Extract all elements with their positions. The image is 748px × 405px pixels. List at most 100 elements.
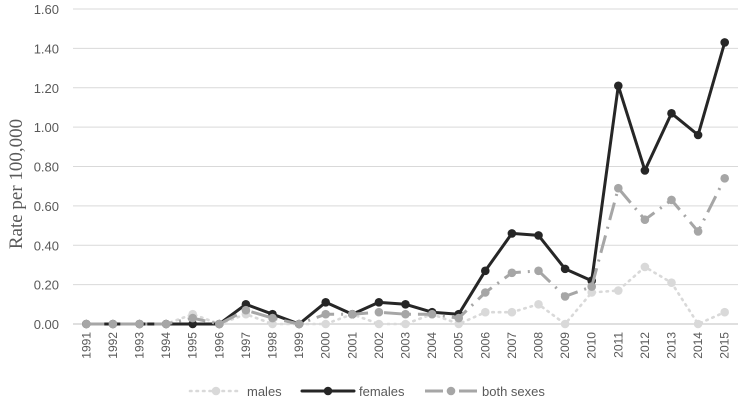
data-point (481, 266, 490, 276)
y-tick-label: 0.80 (34, 160, 59, 175)
data-point (560, 292, 570, 301)
data-point (401, 300, 410, 309)
x-tick-label: 2013 (665, 332, 679, 359)
data-point (161, 319, 171, 329)
data-point (454, 313, 464, 323)
x-tick-label: 1994 (159, 332, 173, 359)
data-point (534, 231, 543, 240)
x-tick-label: 1997 (239, 332, 253, 359)
data-point (294, 319, 304, 329)
x-tick-label: 2006 (478, 332, 492, 359)
data-point (268, 319, 277, 329)
data-point (507, 229, 517, 238)
data-point (614, 183, 623, 193)
series-group (82, 38, 729, 329)
data-point (427, 309, 437, 319)
y-tick-label: 1.00 (34, 120, 59, 135)
data-point (481, 307, 490, 317)
data-point (534, 266, 543, 276)
x-tick-label: 2012 (638, 332, 652, 359)
legend-marker (323, 386, 333, 396)
legend-item: females (300, 384, 405, 399)
data-point (640, 215, 650, 224)
legend: males females both sexes (188, 384, 545, 399)
data-point (374, 319, 384, 329)
data-point (720, 307, 729, 317)
x-tick-label: 2007 (505, 332, 519, 359)
data-point (401, 319, 410, 329)
legend-marker (446, 386, 456, 396)
legend-label: females (359, 384, 405, 399)
x-tick-label: 2015 (718, 332, 732, 359)
data-point (720, 38, 729, 47)
data-point (188, 319, 197, 329)
data-point (667, 195, 676, 205)
y-tick-label: 0.40 (34, 238, 59, 253)
x-tick-label: 1991 (79, 332, 93, 359)
x-tick-label: 2005 (452, 332, 466, 359)
data-point (667, 109, 676, 118)
data-point (481, 288, 490, 297)
gridlines (73, 8, 738, 325)
x-tick-label: 2011 (611, 332, 625, 358)
x-tick-label: 2000 (319, 332, 333, 359)
data-point (614, 286, 623, 295)
y-tick-labels: 0.00 0.20 0.40 0.60 0.80 1.00 1.20 1.40 1.60 (34, 2, 59, 332)
data-point (82, 319, 91, 329)
data-point (507, 268, 517, 278)
legend-item: males (188, 384, 282, 399)
x-tick-label: 1996 (212, 332, 226, 359)
data-point (693, 319, 703, 329)
y-tick-label: 1.20 (34, 81, 59, 96)
data-point (693, 130, 703, 140)
y-tick-label: 0.00 (34, 317, 59, 332)
legend-label: both sexes (482, 384, 545, 399)
x-tick-label: 1992 (106, 332, 120, 359)
data-point (560, 264, 570, 274)
series-both-sexes (82, 174, 729, 329)
data-point (614, 81, 623, 91)
data-point (374, 298, 384, 307)
data-point (321, 298, 331, 307)
x-tick-label: 1995 (186, 332, 200, 359)
data-point (720, 174, 729, 183)
x-tick-label: 2002 (372, 332, 386, 359)
data-point (693, 227, 703, 236)
y-tick-label: 1.60 (34, 2, 59, 17)
data-point (454, 319, 464, 329)
x-tick-label: 2003 (399, 332, 413, 359)
data-point (215, 319, 224, 329)
x-tick-label: 2009 (558, 332, 572, 359)
legend-item: both sexes (425, 384, 545, 399)
data-point (108, 319, 118, 329)
data-point (667, 278, 676, 287)
data-point (135, 319, 144, 329)
x-tick-label: 2008 (532, 332, 546, 359)
x-tick-label: 1999 (292, 332, 306, 359)
y-tick-label: 1.40 (34, 41, 59, 56)
x-tick-label: 2010 (585, 332, 599, 359)
data-point (241, 300, 251, 309)
x-tick-label: 2001 (345, 332, 359, 359)
y-tick-label: 0.20 (34, 278, 59, 293)
legend-marker (211, 386, 221, 396)
data-point (241, 305, 251, 315)
x-tick-label: 2014 (691, 332, 705, 359)
data-point (640, 166, 650, 175)
data-point (321, 319, 331, 329)
data-point (534, 300, 543, 309)
x-tick-labels: 1991 1992 1993 1994 1995 1996 1997 1998 1999 2000… (79, 332, 731, 359)
data-point (268, 313, 277, 323)
data-point (587, 288, 596, 297)
y-axis-label: Rate per 100,000 (6, 119, 27, 249)
data-point (401, 309, 410, 319)
data-point (321, 309, 331, 319)
data-point (640, 262, 650, 272)
data-point (560, 319, 570, 329)
legend-label: males (247, 384, 282, 399)
data-point (188, 313, 197, 323)
x-tick-label: 2004 (425, 332, 439, 359)
data-point (587, 282, 596, 291)
data-point (374, 307, 384, 317)
